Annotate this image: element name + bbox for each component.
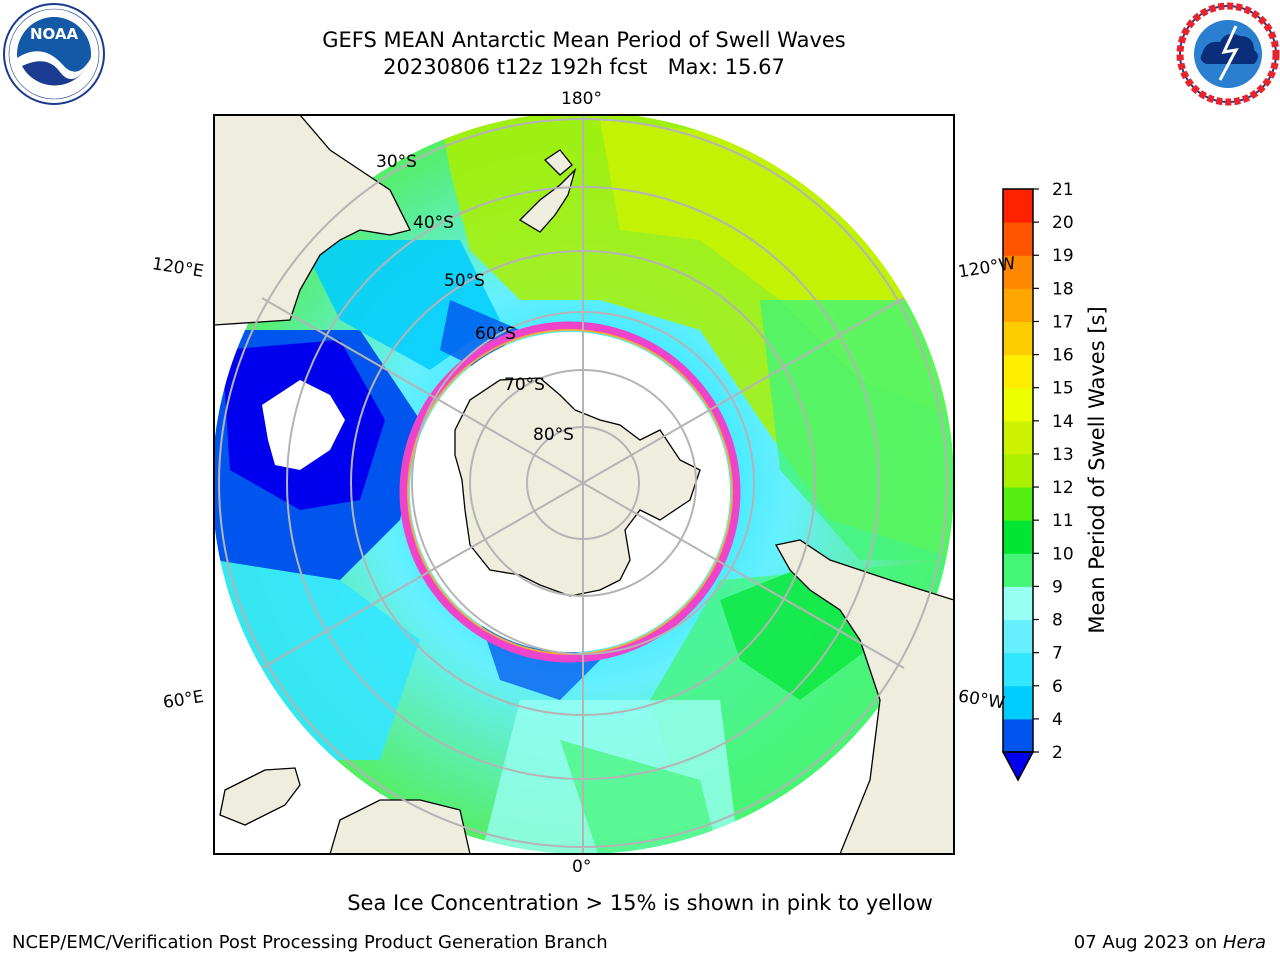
footer-credit: NCEP/EMC/Verification Post Processing Pr…	[12, 932, 608, 953]
caption: Sea Ice Concentration > 15% is shown in …	[347, 891, 933, 915]
colorbar-segment	[1003, 420, 1033, 455]
colorbar-segment	[1003, 189, 1033, 223]
graticule	[218, 115, 948, 854]
colorbar-tick-label: 4	[1052, 710, 1063, 730]
colorbar-tick-label: 10	[1052, 544, 1074, 564]
colorbar-tick-label: 7	[1052, 644, 1063, 664]
title-line-1: GEFS MEAN Antarctic Mean Period of Swell…	[322, 28, 846, 52]
colorbar-segment	[1003, 718, 1033, 753]
colorbar-tick-label: 16	[1052, 346, 1074, 366]
colorbar-segment	[1003, 222, 1033, 256]
lon-label-180: 180°	[561, 89, 602, 109]
colorbar-tick-label: 20	[1052, 213, 1074, 233]
colorbar-tick-label: 15	[1052, 379, 1074, 399]
colorbar-tick-label: 21	[1052, 180, 1074, 200]
colorbar-tick-label: 18	[1052, 279, 1074, 299]
colorbar-tick-label: 9	[1052, 577, 1063, 597]
footer-date-text: 07 Aug 2023 on	[1073, 932, 1223, 953]
colorbar-label: Mean Period of Swell Waves [s]	[1085, 306, 1109, 634]
colorbar-segment	[1003, 487, 1033, 521]
noaa-logo: NOAA	[3, 3, 105, 105]
colorbar-tick-label: 13	[1052, 445, 1074, 465]
noaa-wordmark: NOAA	[30, 25, 79, 43]
lat-label-40s: 40°S	[413, 213, 454, 233]
sea-ice-edge	[399, 321, 741, 663]
colorbar-tick-label: 8	[1052, 611, 1063, 631]
colorbar: 2 4 6 7 8 9 10 11 12 13 14 15 16 17 18 19 20 21	[1001, 180, 1074, 782]
colorbar-tick-label: 19	[1052, 246, 1074, 266]
colorbar-tick-label: 6	[1052, 677, 1063, 697]
footer-date: 07 Aug 2023 on Hera	[1074, 932, 1266, 953]
colorbar-segment	[1003, 453, 1033, 488]
colorbar-segment	[1003, 354, 1033, 389]
nws-logo	[1176, 2, 1280, 106]
lat-label-60s: 60°S	[475, 324, 516, 344]
colorbar-tick-label: 14	[1052, 412, 1074, 432]
colorbar-tick-label: 17	[1052, 312, 1074, 332]
map-frame	[213, 114, 955, 855]
colorbar-tick-label: 12	[1052, 478, 1074, 498]
lat-label-80s: 80°S	[533, 425, 574, 445]
colorbar-segment	[1003, 553, 1033, 587]
colorbar-tick-label: 2	[1052, 743, 1063, 763]
map-area	[214, 115, 954, 854]
colorbar-segment	[1003, 321, 1033, 356]
lon-label-0: 0°	[572, 857, 592, 877]
colorbar-extend-arrow	[1001, 751, 1035, 782]
colorbar-segment	[1003, 255, 1033, 289]
colorbar-tick-label: 11	[1052, 511, 1074, 531]
lat-label-30s: 30°S	[376, 152, 417, 172]
colorbar-segment	[1003, 288, 1033, 322]
land	[214, 115, 954, 854]
colorbar-segment	[1003, 685, 1033, 720]
colorbar-segment	[1003, 520, 1033, 554]
colorbar-segment	[1003, 652, 1033, 687]
colorbar-outline	[1002, 188, 1034, 753]
colorbar-segment	[1003, 586, 1033, 621]
lat-label-50s: 50°S	[444, 271, 485, 291]
footer-host: Hera	[1222, 932, 1266, 953]
title-line-2: 20230806 t12z 192h fcst Max: 15.67	[383, 55, 785, 79]
colorbar-segment	[1003, 387, 1033, 422]
lat-label-70s: 70°S	[504, 375, 545, 395]
colorbar-segment	[1003, 619, 1033, 654]
